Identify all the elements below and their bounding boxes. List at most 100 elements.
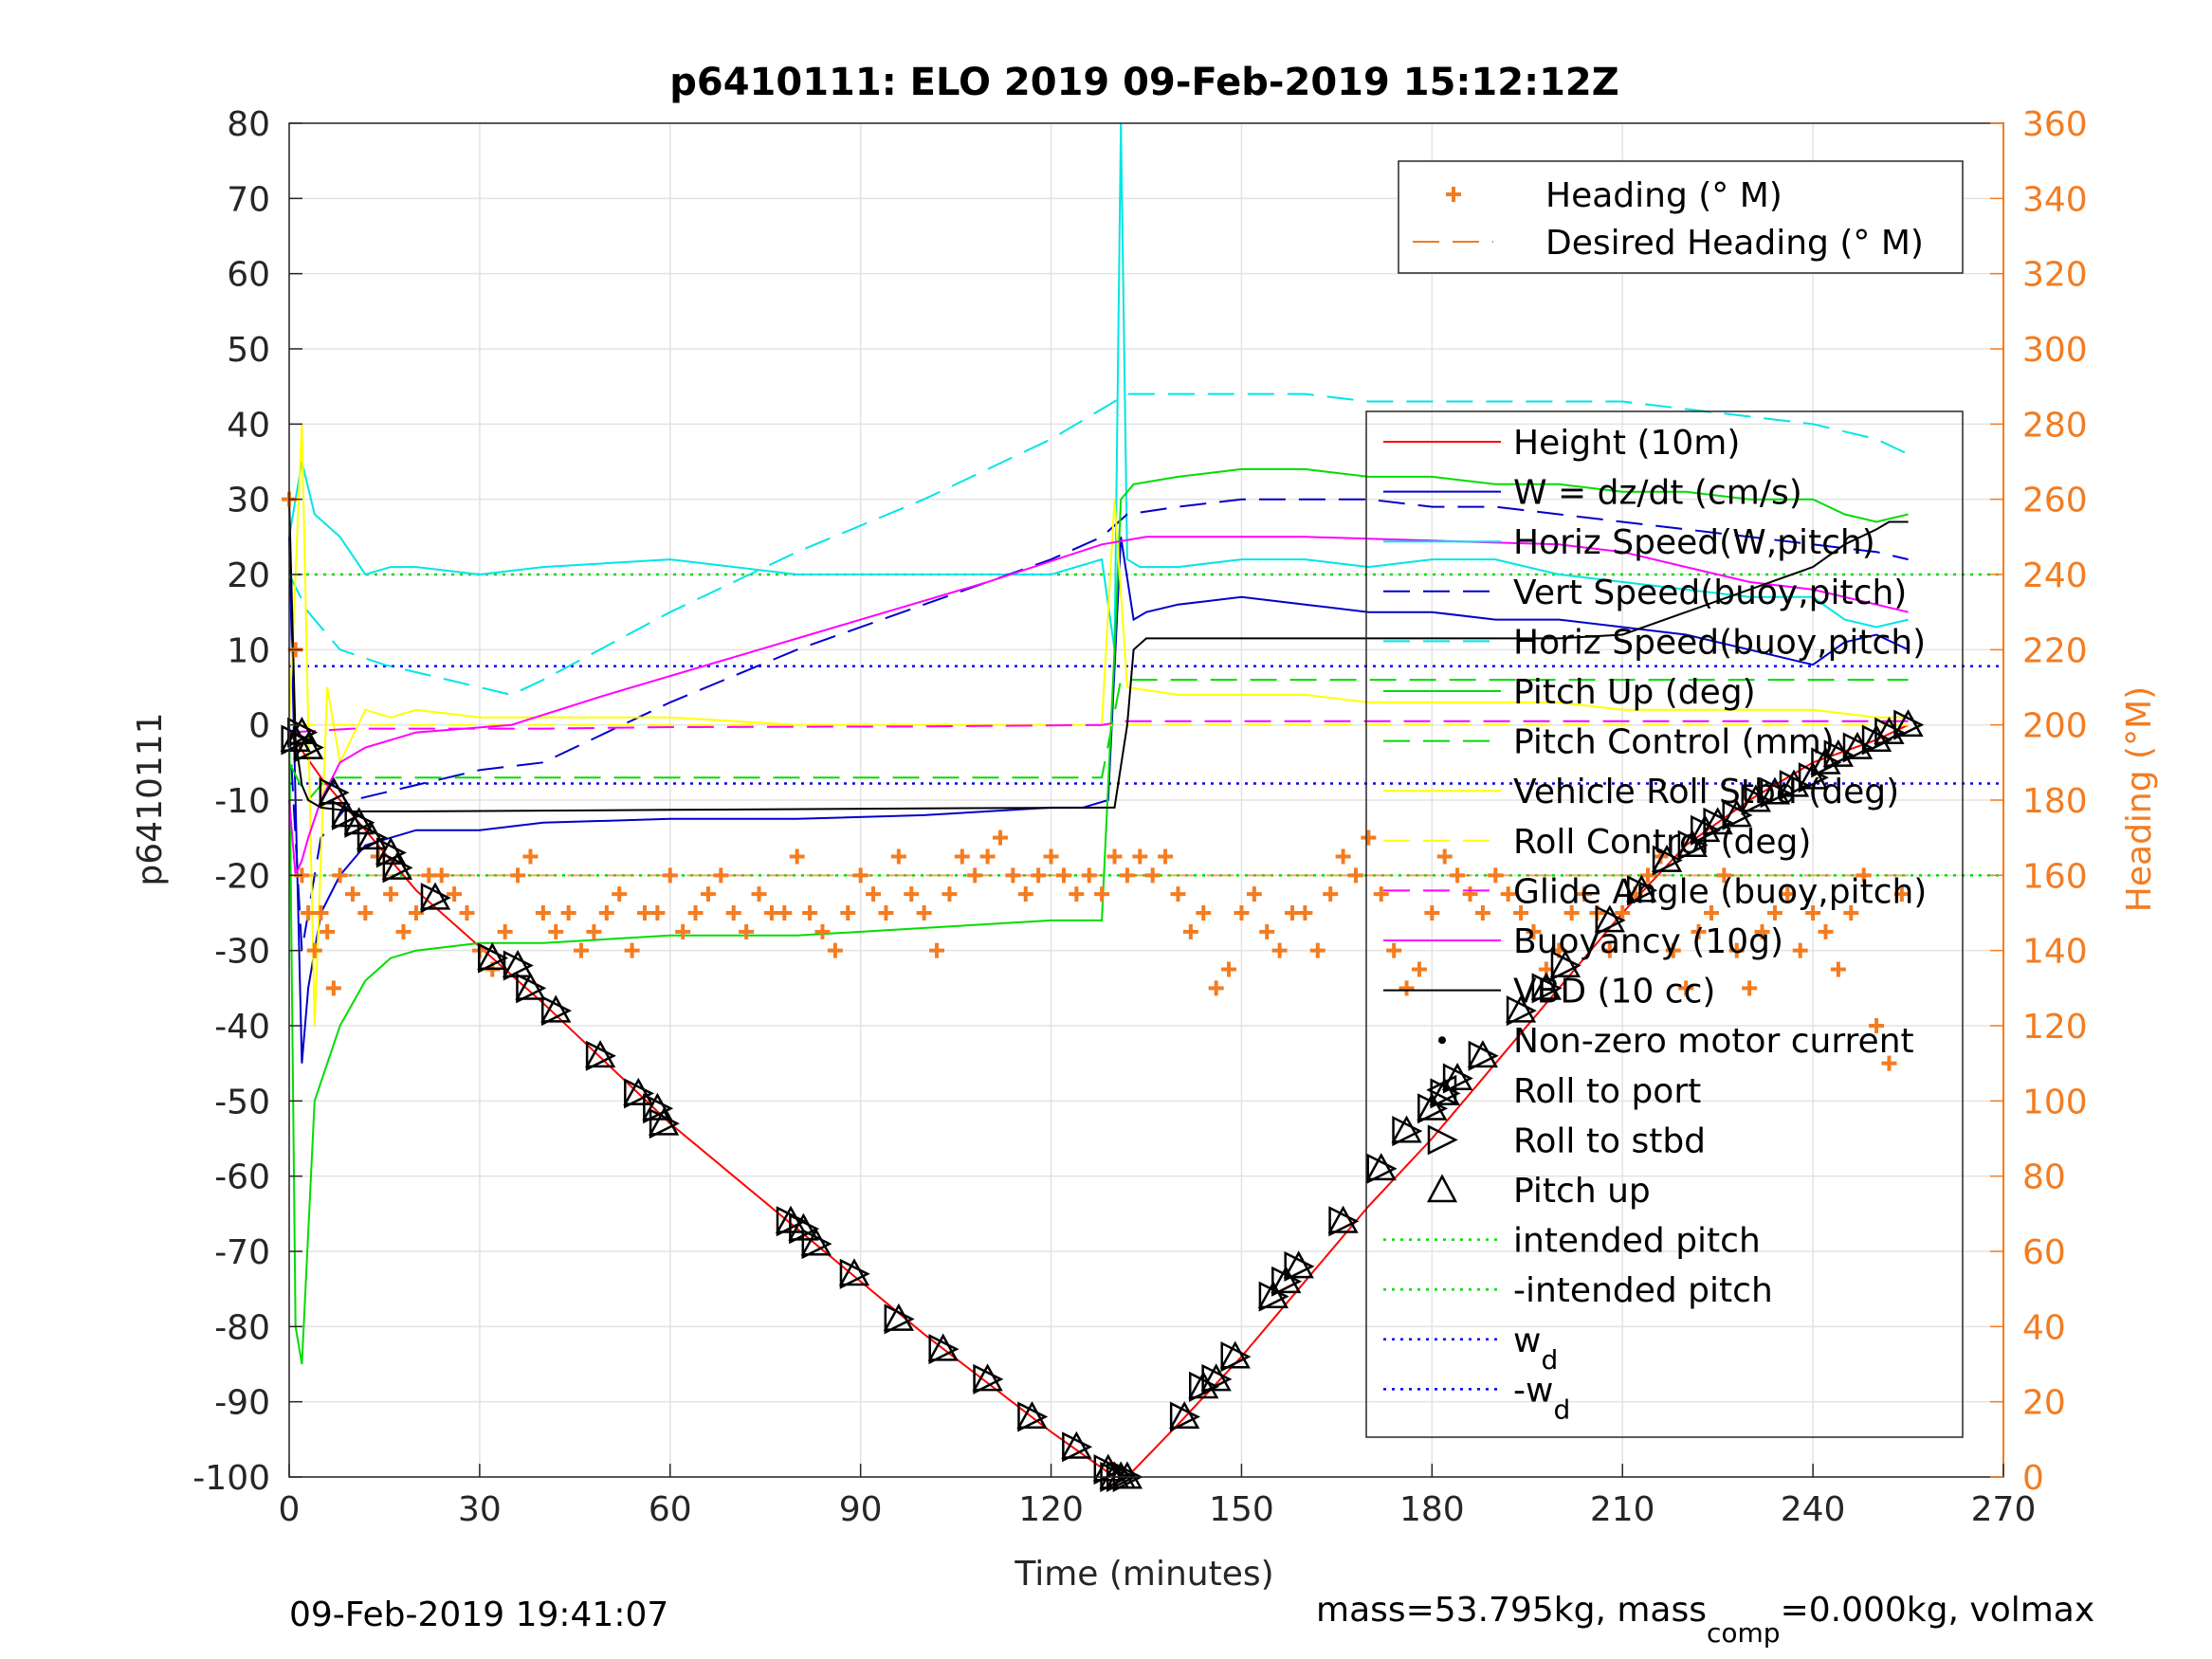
legend-entry-label: Roll to stbd: [1513, 1121, 1706, 1160]
series-line: [288, 467, 1909, 1365]
legend-entry-label: Vert Speed(buoy,pitch): [1513, 574, 1907, 612]
heading-point: [1577, 886, 1593, 902]
footer-date: 09-Feb-2019 19:41:07: [289, 1595, 668, 1634]
y-tick-label: 0: [248, 707, 270, 746]
y2-tick-label: 240: [2022, 556, 2088, 595]
heading-point: [560, 905, 576, 921]
heading-point: [649, 905, 666, 921]
marker-pitch-up: [381, 851, 412, 880]
heading-point: [1678, 980, 1694, 996]
legend-entry-name: Roll to stbd: [1513, 1121, 1706, 1160]
legend-main-box: [1365, 410, 1964, 1438]
marker-roll-stbd: [420, 883, 451, 914]
heading-point: [408, 905, 424, 921]
heading-point: [802, 905, 818, 921]
heading-point: [1081, 867, 1097, 884]
y-tick-label: 20: [227, 556, 270, 595]
heading-point: [395, 923, 411, 939]
heading-point: [739, 923, 755, 939]
heading-point: [662, 867, 678, 884]
y-tick-label: 70: [227, 180, 270, 219]
legend-entry-sub: d: [1553, 1394, 1570, 1425]
y2-tick-label: 260: [2022, 482, 2088, 520]
y-tick-label: -10: [214, 782, 270, 821]
marker-pitch-up: [1505, 994, 1537, 1023]
legend-entry-label: Pitch up: [1513, 1172, 1651, 1211]
heading-point: [1234, 905, 1250, 921]
marker-pitch-up: [1271, 1266, 1302, 1294]
marker-roll-stbd: [585, 1040, 616, 1071]
legend-entry-label: Heading (° M): [1545, 176, 1782, 215]
marker-pitch-up: [375, 836, 407, 865]
x-tick-label: 90: [839, 1490, 883, 1529]
legend-entry-label: Horiz Speed(buoy,pitch): [1513, 623, 1926, 662]
marker-pitch-up: [292, 731, 324, 759]
marker-roll-stbd: [540, 995, 573, 1027]
marker-pitch-up: [419, 882, 451, 910]
heading-point: [1436, 848, 1453, 865]
x-tick-label: 270: [1971, 1490, 2037, 1529]
heading-point: [713, 867, 729, 884]
marker-pitch-up: [1626, 874, 1657, 902]
marker-roll-stbd: [1627, 875, 1658, 906]
marker-roll-stbd: [516, 973, 547, 1004]
marker-roll-stbd: [643, 1093, 674, 1124]
marker-roll-stbd: [1874, 717, 1906, 748]
marker-roll-stbd: [1062, 1431, 1093, 1463]
marker-roll-stbd: [478, 942, 509, 974]
heading-point: [1754, 923, 1770, 939]
series-line: [288, 498, 1909, 951]
legend-heading: Heading (° M) Desired Heading (° M): [1398, 160, 1964, 274]
footer-mass: mass=53.795kg, masscomp=0.000kg, volmax: [1316, 1591, 2094, 1649]
series-line: [288, 392, 1910, 696]
y-tick-label: -20: [214, 857, 270, 896]
series-line: [288, 720, 1909, 734]
heading-point: [725, 905, 741, 921]
marker-pitch-up: [800, 1228, 832, 1256]
heading-point: [357, 905, 374, 921]
marker-roll-stbd: [1366, 1153, 1398, 1184]
y-tick-label: 30: [227, 482, 270, 520]
heading-point: [1335, 848, 1351, 865]
legend-symbol: [1446, 187, 1461, 202]
marker-pitch-up: [648, 1107, 680, 1136]
heading-point: [866, 886, 882, 902]
marker-pitch-up: [1257, 1281, 1289, 1309]
legend-entry-name: Vert Speed(buoy,pitch): [1513, 574, 1907, 612]
legend-entry-name: Buoyancy (10g): [1513, 922, 1783, 961]
marker-roll-stbd: [1442, 1063, 1473, 1094]
y-tick-label: 10: [227, 631, 270, 670]
heading-point: [1106, 848, 1123, 865]
marker-pitch-up: [1892, 709, 1924, 738]
heading-point: [1488, 867, 1504, 884]
marker-pitch-up: [286, 717, 318, 745]
x-tick-label: 180: [1399, 1490, 1465, 1529]
heading-point: [1640, 867, 1656, 884]
marker-pitch-up: [1200, 1363, 1232, 1392]
heading-point: [890, 848, 906, 865]
marker-roll-stbd: [973, 1363, 1004, 1395]
heading-point: [624, 942, 640, 958]
marker-pitch-up: [1365, 1153, 1397, 1181]
x-tick-label: 120: [1018, 1490, 1084, 1529]
marker-roll-stbd: [928, 1334, 960, 1365]
y2-tick-label: 340: [2022, 180, 2088, 219]
marker-roll-stbd: [1220, 1341, 1252, 1373]
marker-roll-stbd: [293, 732, 324, 763]
legend-entry-name: Roll to port: [1513, 1072, 1701, 1111]
legend-entry-name: Glide Angle (buoy,pitch): [1513, 872, 1927, 911]
heading-point: [929, 942, 945, 958]
y-tick-label: -60: [214, 1158, 270, 1197]
heading-point: [1526, 923, 1542, 939]
marker-pitch-up: [1860, 723, 1892, 752]
heading-point: [751, 886, 767, 902]
marker-pitch-up: [972, 1363, 1003, 1392]
heading-point: [1055, 867, 1071, 884]
legend-entry-label: intended pitch: [1513, 1222, 1761, 1261]
marker-pitch-up: [1391, 1115, 1422, 1143]
heading-point: [941, 886, 958, 902]
heading-point: [447, 886, 463, 902]
heading-point: [1208, 980, 1224, 996]
heading-point: [344, 886, 360, 902]
heading-point: [1513, 905, 1529, 921]
